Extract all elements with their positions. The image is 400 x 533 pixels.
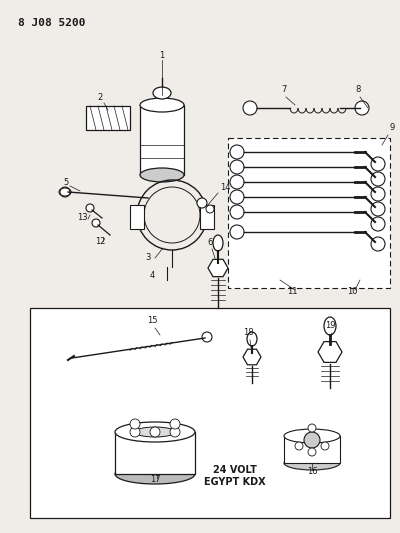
Text: 11: 11 (287, 287, 297, 296)
Circle shape (170, 419, 180, 429)
Ellipse shape (115, 422, 195, 442)
Ellipse shape (213, 235, 223, 251)
Circle shape (355, 101, 369, 115)
Circle shape (230, 175, 244, 189)
Circle shape (230, 225, 244, 239)
Text: 8: 8 (355, 85, 361, 94)
Text: EGYPT KDX: EGYPT KDX (204, 477, 266, 487)
Ellipse shape (284, 429, 340, 443)
Bar (30, 308, 390, 518)
Text: 7: 7 (281, 85, 287, 94)
Bar (130, 205, 144, 229)
Text: 19: 19 (325, 321, 335, 330)
Text: 4: 4 (149, 271, 155, 280)
Text: 10: 10 (347, 287, 357, 296)
Bar (115, 432, 195, 474)
Circle shape (308, 424, 316, 432)
Ellipse shape (140, 98, 184, 112)
Text: 3: 3 (145, 253, 151, 262)
Bar (86, 106, 130, 130)
Ellipse shape (284, 456, 340, 470)
Text: 14: 14 (220, 183, 230, 192)
Circle shape (371, 187, 385, 201)
Circle shape (130, 419, 140, 429)
Circle shape (371, 157, 385, 171)
Circle shape (150, 427, 160, 437)
Circle shape (202, 332, 212, 342)
Bar (228, 138, 390, 288)
Circle shape (86, 204, 94, 212)
Circle shape (295, 442, 303, 450)
Bar (140, 105, 184, 175)
Ellipse shape (115, 464, 195, 484)
Ellipse shape (135, 427, 175, 437)
Bar (200, 205, 214, 229)
Circle shape (170, 427, 180, 437)
Circle shape (206, 205, 214, 213)
Circle shape (230, 205, 244, 219)
Circle shape (371, 217, 385, 231)
Circle shape (230, 160, 244, 174)
Circle shape (371, 237, 385, 251)
Text: 5: 5 (63, 178, 69, 187)
Ellipse shape (153, 87, 171, 99)
Circle shape (92, 219, 100, 227)
Circle shape (60, 187, 70, 197)
Ellipse shape (140, 168, 184, 182)
Text: 16: 16 (307, 467, 317, 476)
Text: 17: 17 (150, 475, 160, 484)
Text: 13: 13 (77, 213, 87, 222)
Text: 1: 1 (159, 51, 165, 60)
Circle shape (230, 190, 244, 204)
Text: 2: 2 (97, 93, 103, 101)
Circle shape (321, 442, 329, 450)
Circle shape (371, 172, 385, 186)
Text: 9: 9 (389, 123, 395, 132)
Text: 6: 6 (207, 238, 213, 247)
Bar (284, 436, 340, 463)
Text: 12: 12 (95, 237, 105, 246)
Circle shape (230, 145, 244, 159)
Text: 24 VOLT: 24 VOLT (213, 465, 257, 475)
Text: 15: 15 (147, 316, 157, 325)
Circle shape (197, 198, 207, 208)
Circle shape (308, 448, 316, 456)
Text: 18: 18 (243, 328, 253, 337)
Circle shape (130, 427, 140, 437)
Circle shape (304, 432, 320, 448)
Ellipse shape (324, 317, 336, 335)
Text: 8 J08 5200: 8 J08 5200 (18, 18, 86, 28)
Circle shape (243, 101, 257, 115)
Circle shape (371, 202, 385, 216)
Ellipse shape (247, 332, 257, 346)
